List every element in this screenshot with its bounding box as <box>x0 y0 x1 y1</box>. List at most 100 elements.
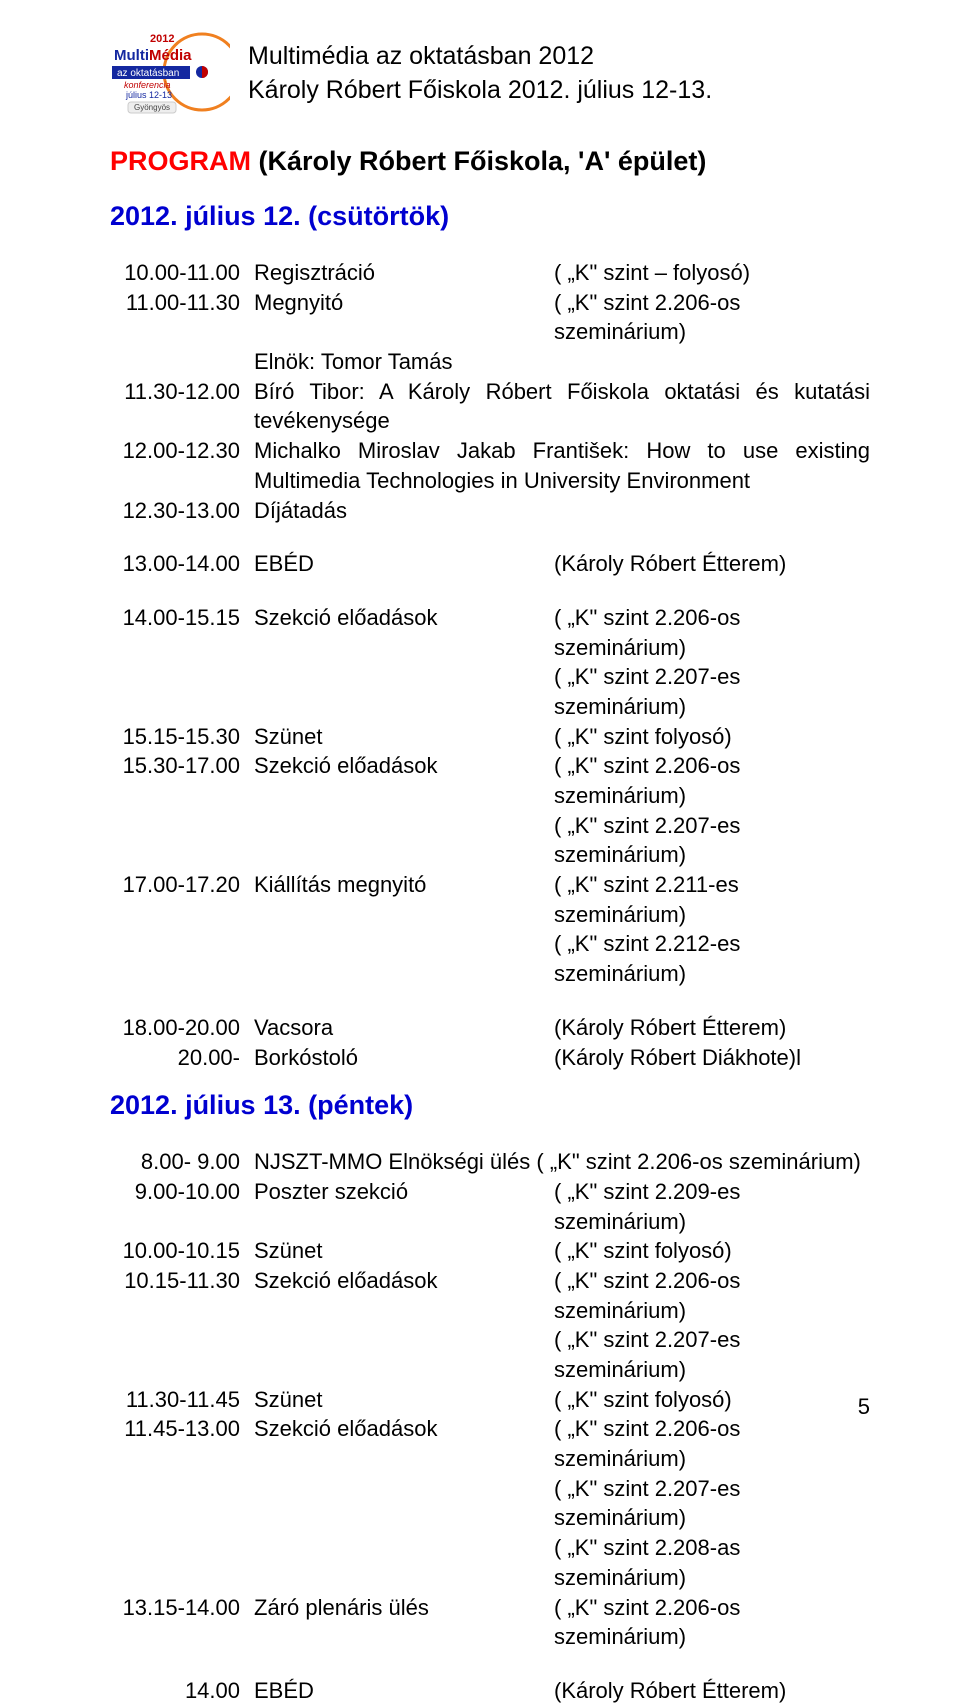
schedule-row: ( „K" szint 2.207-es szeminárium) <box>110 662 870 721</box>
svg-text:Gyöngyös: Gyöngyös <box>134 103 170 112</box>
loc: ( „K" szint 2.206-os szeminárium) <box>554 1414 870 1473</box>
time: 15.15-15.30 <box>110 722 254 752</box>
schedule-row: 11.30-12.00 Bíró Tibor: A Károly Róbert … <box>110 377 870 436</box>
desc: Díjátadás <box>254 496 870 526</box>
time: 20.00- <box>110 1043 254 1073</box>
time: 10.00-11.00 <box>110 258 254 288</box>
schedule-row: 18.00-20.00 Vacsora (Károly Róbert Étter… <box>110 1013 870 1043</box>
schedule-row: ( „K" szint 2.207-es szeminárium) <box>110 1474 870 1533</box>
loc: ( „K" szint 2.206-os szeminárium) <box>554 288 870 347</box>
loc: ( „K" szint 2.212-es szeminárium) <box>554 929 870 988</box>
schedule-row: 14.00-15.15 Szekció előadások ( „K" szin… <box>110 603 870 662</box>
time: 13.00-14.00 <box>110 549 254 579</box>
conference-logo: 2012 MultiMédia az oktatásban konferenci… <box>110 30 230 118</box>
desc: Szekció előadások <box>254 1414 554 1473</box>
header-title-line1: Multimédia az oktatásban 2012 <box>248 40 712 74</box>
time: 12.00-12.30 <box>110 436 254 495</box>
header: 2012 MultiMédia az oktatásban konferenci… <box>110 30 870 118</box>
desc: Kiállítás megnyitó <box>254 870 554 929</box>
program-rest: (Károly Róbert Főiskola, 'A' épület) <box>251 146 706 176</box>
loc: (Károly Róbert Étterem) <box>554 549 870 579</box>
sub-line: Elnök: Tomor Tamás <box>254 347 870 377</box>
desc: EBÉD <box>254 549 554 579</box>
loc: ( „K" szint 2.208-as szeminárium) <box>554 1533 870 1592</box>
page: 2012 MultiMédia az oktatásban konferenci… <box>0 0 960 1450</box>
time: 11.00-11.30 <box>110 288 254 347</box>
desc: Szekció előadások <box>254 751 554 810</box>
desc: Regisztráció <box>254 258 554 288</box>
desc: Poszter szekció <box>254 1177 554 1236</box>
loc: ( „K" szint 2.209-es szeminárium) <box>554 1177 870 1236</box>
loc: ( „K" szint – folyosó) <box>554 258 870 288</box>
header-titles: Multimédia az oktatásban 2012 Károly Rób… <box>248 40 712 108</box>
loc: ( „K" szint 2.207-es szeminárium) <box>554 1474 870 1533</box>
time: 17.00-17.20 <box>110 870 254 929</box>
schedule-row: 17.00-17.20 Kiállítás megnyitó ( „K" szi… <box>110 870 870 929</box>
schedule-row: 10.15-11.30 Szekció előadások ( „K" szin… <box>110 1266 870 1325</box>
schedule-row: ( „K" szint 2.208-as szeminárium) <box>110 1533 870 1592</box>
time: 18.00-20.00 <box>110 1013 254 1043</box>
day2-schedule: 8.00- 9.00 NJSZT-MMO Elnökségi ülés ( „K… <box>110 1147 870 1705</box>
program-word: PROGRAM <box>110 146 251 176</box>
desc: Szünet <box>254 722 554 752</box>
schedule-row: 8.00- 9.00 NJSZT-MMO Elnökségi ülés ( „K… <box>110 1147 870 1177</box>
time: 11.30-12.00 <box>110 377 254 436</box>
page-number: 5 <box>858 1394 870 1420</box>
time: 8.00- 9.00 <box>110 1147 254 1177</box>
schedule-row: ( „K" szint 2.207-es szeminárium) <box>110 1325 870 1384</box>
time: 14.00 <box>110 1676 254 1706</box>
loc: ( „K" szint 2.206-os szeminárium) <box>554 603 870 662</box>
desc: Szünet <box>254 1385 554 1415</box>
day1-schedule: 10.00-11.00 Regisztráció ( „K" szint – f… <box>110 258 870 1072</box>
time: 9.00-10.00 <box>110 1177 254 1236</box>
schedule-row: 14.00 EBÉD (Károly Róbert Étterem) <box>110 1676 870 1706</box>
loc: ( „K" szint folyosó) <box>554 1385 870 1415</box>
loc: ( „K" szint folyosó) <box>554 722 870 752</box>
desc: Záró plenáris ülés <box>254 1593 554 1652</box>
time: 12.30-13.00 <box>110 496 254 526</box>
svg-text:MultiMédia: MultiMédia <box>114 47 192 64</box>
schedule-row: 9.00-10.00 Poszter szekció ( „K" szint 2… <box>110 1177 870 1236</box>
schedule-row: 13.15-14.00 Záró plenáris ülés ( „K" szi… <box>110 1593 870 1652</box>
desc: Borkóstoló <box>254 1043 554 1073</box>
program-title: PROGRAM (Károly Róbert Főiskola, 'A' épü… <box>110 146 870 177</box>
loc: ( „K" szint 2.207-es szeminárium) <box>554 662 870 721</box>
time: 11.30-11.45 <box>110 1385 254 1415</box>
time: 13.15-14.00 <box>110 1593 254 1652</box>
loc: ( „K" szint folyosó) <box>554 1236 870 1266</box>
schedule-row: 10.00-10.15 Szünet ( „K" szint folyosó) <box>110 1236 870 1266</box>
loc: ( „K" szint 2.207-es szeminárium) <box>554 811 870 870</box>
loc: ( „K" szint 2.206-os szeminárium) <box>554 751 870 810</box>
svg-text:az oktatásban: az oktatásban <box>117 68 179 79</box>
loc: ( „K" szint 2.206-os szeminárium) <box>554 1266 870 1325</box>
desc: Megnyitó <box>254 288 554 347</box>
desc: Michalko Miroslav Jakab František: How t… <box>254 436 870 495</box>
schedule-row: 15.15-15.30 Szünet ( „K" szint folyosó) <box>110 722 870 752</box>
loc: (Károly Róbert Étterem) <box>554 1013 870 1043</box>
schedule-row: ( „K" szint 2.212-es szeminárium) <box>110 929 870 988</box>
time: 15.30-17.00 <box>110 751 254 810</box>
time: 14.00-15.15 <box>110 603 254 662</box>
desc: Vacsora <box>254 1013 554 1043</box>
desc: Szünet <box>254 1236 554 1266</box>
schedule-row: 10.00-11.00 Regisztráció ( „K" szint – f… <box>110 258 870 288</box>
schedule-row: 11.00-11.30 Megnyitó ( „K" szint 2.206-o… <box>110 288 870 347</box>
loc: ( „K" szint 2.207-es szeminárium) <box>554 1325 870 1384</box>
time: 11.45-13.00 <box>110 1414 254 1473</box>
schedule-row: 15.30-17.00 Szekció előadások ( „K" szin… <box>110 751 870 810</box>
desc: Szekció előadások <box>254 603 554 662</box>
svg-text:konferencia: konferencia <box>124 80 171 90</box>
logo-year: 2012 <box>150 33 174 45</box>
time: 10.00-10.15 <box>110 1236 254 1266</box>
svg-text:július 12-13: július 12-13 <box>125 90 172 100</box>
desc: EBÉD <box>254 1676 554 1706</box>
loc: (Károly Róbert Étterem) <box>554 1676 870 1706</box>
loc: (Károly Róbert Diákhote)l <box>554 1043 870 1073</box>
desc: Bíró Tibor: A Károly Róbert Főiskola okt… <box>254 377 870 436</box>
schedule-row: 20.00- Borkóstoló (Károly Róbert Diákhot… <box>110 1043 870 1073</box>
schedule-row: 11.30-11.45 Szünet ( „K" szint folyosó) <box>110 1385 870 1415</box>
desc: Szekció előadások <box>254 1266 554 1325</box>
schedule-row: ( „K" szint 2.207-es szeminárium) <box>110 811 870 870</box>
loc: ( „K" szint 2.211-es szeminárium) <box>554 870 870 929</box>
schedule-row: 11.45-13.00 Szekció előadások ( „K" szin… <box>110 1414 870 1473</box>
